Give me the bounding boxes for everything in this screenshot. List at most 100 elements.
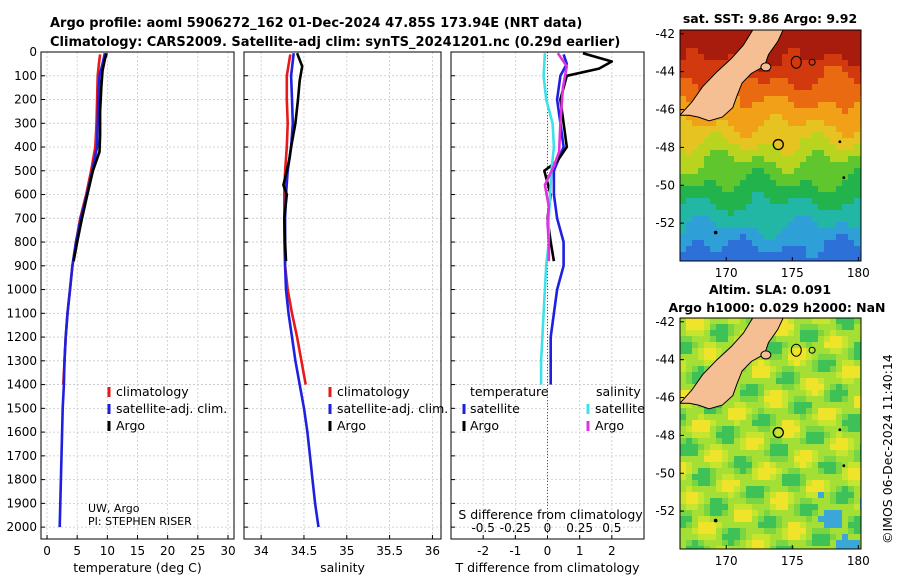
island — [842, 464, 846, 468]
map-cell — [686, 54, 693, 61]
float-location-marker — [772, 426, 784, 439]
map-cell — [788, 480, 795, 487]
map-cell — [782, 504, 789, 511]
map-cell — [680, 60, 687, 67]
map-cell — [746, 216, 753, 223]
map-cell — [830, 132, 837, 139]
map-cell — [692, 378, 699, 385]
map-cell — [746, 228, 753, 235]
map-cell — [764, 102, 771, 109]
map-cell — [692, 72, 699, 79]
map-cell — [680, 546, 687, 549]
map-cell — [788, 180, 795, 187]
map-cell — [758, 144, 765, 151]
map-cell — [680, 426, 687, 433]
map-cell — [728, 222, 735, 229]
map-cell — [788, 216, 795, 223]
map-cell — [734, 228, 741, 235]
map-cell — [692, 210, 699, 217]
map-cell — [764, 120, 771, 127]
map-cell — [800, 210, 807, 217]
map-cell — [842, 438, 849, 445]
map-cell — [692, 450, 699, 457]
map-cell — [848, 234, 855, 241]
map-cell — [788, 402, 795, 409]
map-cell — [830, 204, 837, 211]
map-cell — [710, 510, 717, 517]
map-cell — [830, 354, 837, 361]
map-cell — [734, 324, 741, 331]
map-cell — [848, 324, 855, 331]
map-cell — [746, 444, 753, 451]
map-cell — [710, 192, 717, 199]
map-cell — [692, 204, 699, 211]
map-cell — [830, 504, 837, 511]
map-cell — [812, 384, 819, 391]
map-cell — [692, 90, 699, 97]
map-cell — [686, 252, 693, 259]
map-cell — [782, 432, 789, 439]
map-cell — [764, 96, 771, 103]
map-cell — [758, 504, 765, 511]
map-cell — [836, 492, 843, 499]
map-cell — [764, 234, 771, 241]
map-cell — [824, 372, 831, 379]
map-cell — [806, 186, 813, 193]
map-cell — [692, 258, 699, 261]
map-cell — [842, 360, 849, 367]
map-cell — [692, 120, 699, 127]
map-cell — [782, 168, 789, 175]
map-y-tick-label: -42 — [655, 27, 675, 41]
map-cell — [698, 228, 705, 235]
map-cell — [698, 168, 705, 175]
map-cell — [848, 210, 855, 217]
map-cell — [692, 330, 699, 337]
map-cell — [812, 30, 819, 37]
map-cell — [764, 168, 771, 175]
map-cell — [710, 414, 717, 421]
map-cell — [734, 444, 741, 451]
map-cell — [824, 258, 831, 261]
map-cell — [854, 42, 861, 49]
map-cell — [710, 528, 717, 535]
map-cell — [692, 420, 699, 427]
map-cell — [818, 462, 825, 469]
map-cell — [836, 516, 843, 523]
x-axis-label: salinity — [320, 560, 365, 575]
figure-title-line1: Argo profile: aoml 5906272_162 01-Dec-20… — [50, 16, 582, 31]
map-cell — [686, 510, 693, 517]
map-cell — [836, 108, 843, 115]
map-cell — [680, 540, 687, 547]
map-cell — [716, 522, 723, 529]
map-cell — [812, 360, 819, 367]
map-cell — [812, 372, 819, 379]
map-cell — [752, 198, 759, 205]
map-cell — [686, 186, 693, 193]
map-cell — [830, 66, 837, 73]
map-cell — [770, 192, 777, 199]
map-cell — [746, 390, 753, 397]
map-cell — [686, 144, 693, 151]
map-cell — [680, 216, 687, 223]
map-cell — [746, 96, 753, 103]
map-cell — [806, 546, 813, 549]
map-cell — [776, 414, 783, 421]
map-cell — [842, 390, 849, 397]
map-cell — [776, 456, 783, 463]
map-cell — [824, 450, 831, 457]
map-cell — [770, 132, 777, 139]
map-cell — [710, 354, 717, 361]
map-cell — [686, 30, 693, 37]
map-cell — [788, 204, 795, 211]
map-cell — [746, 168, 753, 175]
map-cell — [788, 210, 795, 217]
map-cell — [776, 504, 783, 511]
map-cell — [830, 342, 837, 349]
map-cell — [806, 420, 813, 427]
map-cell — [818, 540, 825, 547]
map-cell — [830, 72, 837, 79]
map-cell — [746, 90, 753, 97]
map-cell — [842, 42, 849, 49]
y-tick-label: 1200 — [6, 330, 37, 344]
map-cell — [788, 54, 795, 61]
